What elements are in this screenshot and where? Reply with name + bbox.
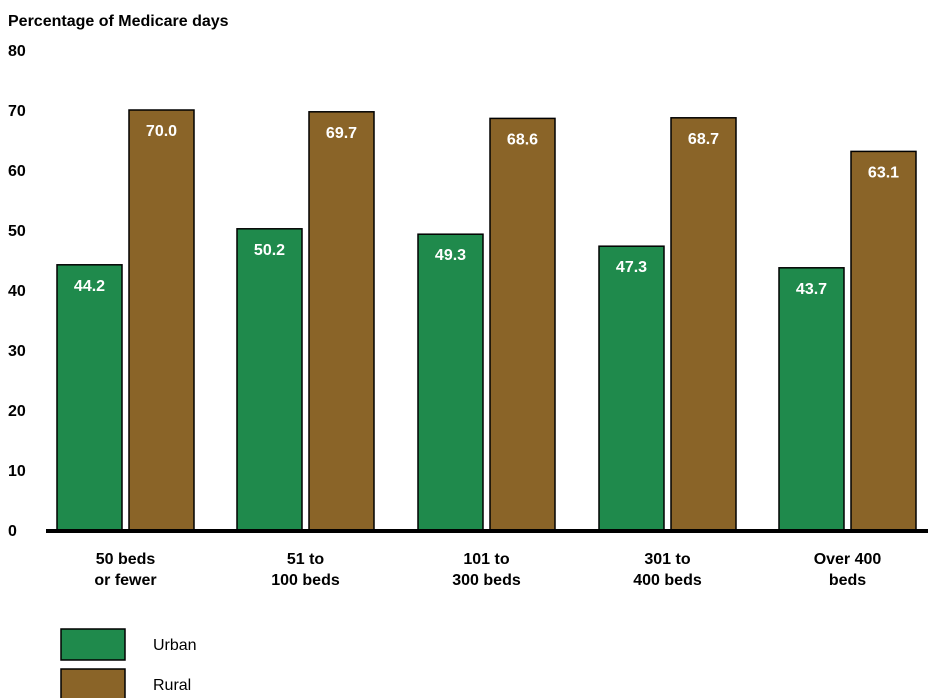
bar-value-label: 68.7	[688, 131, 719, 148]
y-tick-label: 70	[8, 103, 26, 120]
bar-rural	[850, 150, 917, 531]
x-axis-tick-labels: 50 beds or fewer 51 to 100 beds 101 to 300 be…	[94, 551, 881, 589]
x-tick-label: 101 to	[463, 551, 509, 568]
bar-value-label: 70.0	[146, 123, 177, 140]
x-tick-label: beds	[829, 572, 866, 589]
y-tick-label: 80	[8, 43, 26, 60]
bar-value-label: 69.7	[326, 125, 357, 142]
bar-value-labels: 44.2 70.0 50.2 69.7 49.3 68.6 47.3 68.7 43.7 63.1	[74, 123, 899, 298]
bar-rural	[670, 117, 737, 531]
bar-value-label: 68.6	[507, 131, 538, 148]
y-tick-label: 10	[8, 463, 26, 480]
legend-swatch-urban	[60, 628, 126, 661]
y-axis-ticks: 0 10 20 30 40 50 60 70 80	[8, 43, 26, 540]
x-tick-label: Over 400	[814, 551, 882, 568]
y-tick-label: 40	[8, 283, 26, 300]
legend-label-rural: Rural	[153, 677, 191, 694]
bar-urban	[778, 267, 845, 531]
bar-value-label: 44.2	[74, 278, 105, 295]
bar-value-label: 49.3	[435, 247, 466, 264]
bar-rural	[308, 111, 375, 531]
x-tick-label: 301 to	[644, 551, 690, 568]
y-axis-title: Percentage of Medicare days	[8, 13, 229, 30]
x-tick-label: 400 beds	[633, 572, 702, 589]
y-tick-label: 20	[8, 403, 26, 420]
bar-urban	[56, 264, 123, 531]
bar-value-label: 47.3	[616, 259, 647, 276]
x-tick-label: or fewer	[94, 572, 156, 589]
bar-value-label: 63.1	[868, 164, 899, 181]
bar-rural	[489, 117, 556, 531]
y-tick-label: 50	[8, 223, 26, 240]
legend: Urban Rural	[60, 628, 197, 698]
legend-label-urban: Urban	[153, 637, 197, 654]
y-tick-label: 60	[8, 163, 26, 180]
x-tick-label: 51 to	[287, 551, 325, 568]
x-tick-label: 300 beds	[452, 572, 521, 589]
bar-urban	[598, 245, 665, 531]
y-tick-label: 0	[8, 523, 17, 540]
bar-value-label: 50.2	[254, 242, 285, 259]
x-tick-label: 100 beds	[271, 572, 340, 589]
bar-urban	[236, 228, 303, 531]
x-tick-label: 50 beds	[96, 551, 156, 568]
bar-value-label: 43.7	[796, 281, 827, 298]
bars	[56, 109, 917, 531]
bar-rural	[128, 109, 195, 531]
legend-swatch-rural	[60, 668, 126, 698]
y-tick-label: 30	[8, 343, 26, 360]
bar-urban	[417, 233, 484, 531]
